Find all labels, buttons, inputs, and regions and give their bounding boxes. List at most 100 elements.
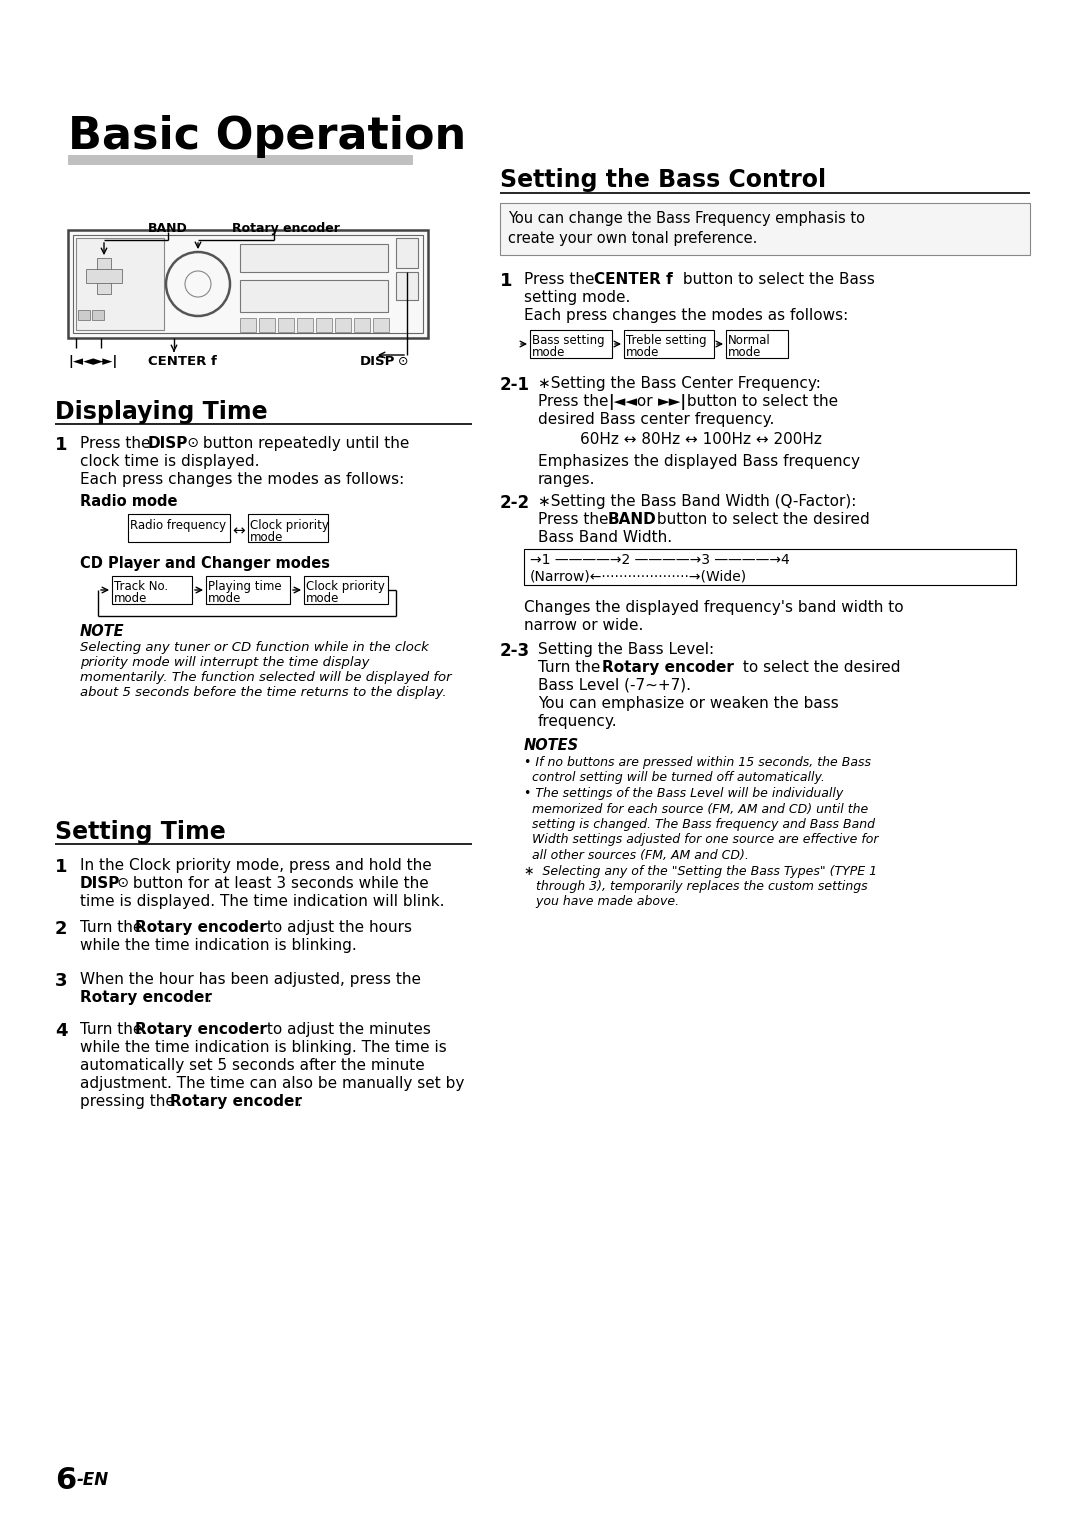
Bar <box>97 258 111 293</box>
Text: • If no buttons are pressed within 15 seconds, the Bass: • If no buttons are pressed within 15 se… <box>524 756 870 769</box>
Text: setting mode.: setting mode. <box>524 290 631 306</box>
Text: Clock priority: Clock priority <box>249 520 329 532</box>
Bar <box>68 231 428 338</box>
Text: priority mode will interrupt the time display: priority mode will interrupt the time di… <box>80 656 369 669</box>
Text: to adjust the hours: to adjust the hours <box>262 920 411 935</box>
Text: DISP: DISP <box>360 354 395 368</box>
Text: button repeatedly until the: button repeatedly until the <box>198 435 409 451</box>
Text: 1: 1 <box>55 859 67 876</box>
Text: mode: mode <box>249 532 283 544</box>
Text: setting is changed. The Bass frequency and Bass Band: setting is changed. The Bass frequency a… <box>524 817 875 831</box>
Text: →1 ————→2 ————→3 ————→4: →1 ————→2 ————→3 ————→4 <box>530 553 789 567</box>
Text: to adjust the minutes: to adjust the minutes <box>262 1022 431 1038</box>
Bar <box>316 318 332 332</box>
Bar <box>73 235 423 333</box>
Bar <box>396 238 418 267</box>
Text: mode: mode <box>532 345 565 359</box>
Bar <box>524 549 1016 585</box>
Text: Radio frequency: Radio frequency <box>130 520 226 532</box>
Bar <box>335 318 351 332</box>
Bar <box>240 280 388 312</box>
Text: Bass setting: Bass setting <box>532 335 605 347</box>
Bar <box>530 330 612 358</box>
Text: Turn the: Turn the <box>80 920 147 935</box>
Text: Track No.: Track No. <box>114 581 168 593</box>
Text: • The settings of the Bass Level will be individually: • The settings of the Bass Level will be… <box>524 787 843 801</box>
Bar <box>240 318 256 332</box>
Bar <box>76 238 164 330</box>
Bar <box>92 310 104 319</box>
Bar <box>78 310 90 319</box>
Text: Selecting any tuner or CD function while in the clock: Selecting any tuner or CD function while… <box>80 642 429 654</box>
Text: 6: 6 <box>55 1465 77 1494</box>
Bar <box>259 318 275 332</box>
Text: mode: mode <box>114 591 147 605</box>
Text: while the time indication is blinking.: while the time indication is blinking. <box>80 938 356 953</box>
Text: all other sources (FM, AM and CD).: all other sources (FM, AM and CD). <box>524 850 748 862</box>
Text: BAND: BAND <box>608 512 657 527</box>
Text: Rotary encoder: Rotary encoder <box>80 990 212 1005</box>
Text: 1: 1 <box>55 435 67 454</box>
Text: adjustment. The time can also be manually set by: adjustment. The time can also be manuall… <box>80 1076 464 1091</box>
Bar <box>206 576 291 604</box>
Text: or: or <box>632 394 658 410</box>
Text: BAND: BAND <box>148 222 188 235</box>
Text: button to select the Bass: button to select the Bass <box>678 272 875 287</box>
Bar <box>112 576 192 604</box>
Text: 3: 3 <box>55 972 67 990</box>
Text: Rotary encoder: Rotary encoder <box>135 920 267 935</box>
Text: Displaying Time: Displaying Time <box>55 400 268 423</box>
Text: desired Bass center frequency.: desired Bass center frequency. <box>538 413 774 426</box>
Text: 2: 2 <box>55 920 67 938</box>
Text: Press the: Press the <box>538 394 613 410</box>
Text: mode: mode <box>626 345 660 359</box>
Text: Setting the Bass Control: Setting the Bass Control <box>500 168 826 193</box>
Text: ⊙: ⊙ <box>113 876 129 889</box>
Text: |◄◄: |◄◄ <box>68 354 93 368</box>
Text: mode: mode <box>306 591 339 605</box>
Text: .: . <box>206 990 211 1005</box>
Text: ⊙: ⊙ <box>183 435 199 451</box>
Text: NOTES: NOTES <box>524 738 579 753</box>
Text: about 5 seconds before the time returns to the display.: about 5 seconds before the time returns … <box>80 686 447 698</box>
Text: (Narrow)←····················→(Wide): (Narrow)←····················→(Wide) <box>530 568 747 584</box>
Bar <box>248 513 328 542</box>
Text: you have made above.: you have made above. <box>524 895 679 909</box>
Bar <box>278 318 294 332</box>
Text: NOTE: NOTE <box>80 623 124 639</box>
Text: ►►|: ►►| <box>658 394 687 410</box>
Text: Playing time: Playing time <box>208 581 282 593</box>
Bar <box>624 330 714 358</box>
Text: Turn the: Turn the <box>80 1022 147 1038</box>
Text: When the hour has been adjusted, press the: When the hour has been adjusted, press t… <box>80 972 421 987</box>
Text: Each press changes the modes as follows:: Each press changes the modes as follows: <box>80 472 404 487</box>
Text: You can change the Bass Frequency emphasis to: You can change the Bass Frequency emphas… <box>508 211 865 226</box>
Text: Clock priority: Clock priority <box>306 581 384 593</box>
Text: You can emphasize or weaken the bass: You can emphasize or weaken the bass <box>538 695 839 711</box>
Text: Radio mode: Radio mode <box>80 494 177 509</box>
Text: ∗Setting the Bass Band Width (Q-Factor):: ∗Setting the Bass Band Width (Q-Factor): <box>538 494 856 509</box>
Text: Press the: Press the <box>524 272 599 287</box>
Text: 2-1: 2-1 <box>500 376 530 394</box>
Text: Treble setting: Treble setting <box>626 335 706 347</box>
Text: through 3), temporarily replaces the custom settings: through 3), temporarily replaces the cus… <box>524 880 867 892</box>
Text: Each press changes the modes as follows:: Each press changes the modes as follows: <box>524 309 848 322</box>
Text: 1: 1 <box>500 272 513 290</box>
Bar <box>396 272 418 299</box>
Text: pressing the: pressing the <box>80 1094 179 1109</box>
Text: 60Hz ↔ 80Hz ↔ 100Hz ↔ 200Hz: 60Hz ↔ 80Hz ↔ 100Hz ↔ 200Hz <box>580 432 822 448</box>
Text: Rotary encoder: Rotary encoder <box>135 1022 267 1038</box>
Text: create your own tonal preference.: create your own tonal preference. <box>508 231 757 246</box>
Text: Rotary encoder: Rotary encoder <box>602 660 734 675</box>
Bar <box>500 203 1030 255</box>
Text: button to select the desired: button to select the desired <box>652 512 869 527</box>
Text: Press the: Press the <box>538 512 613 527</box>
Text: CENTER f: CENTER f <box>594 272 673 287</box>
Bar <box>68 154 413 165</box>
Text: ∗Setting the Bass Center Frequency:: ∗Setting the Bass Center Frequency: <box>538 376 821 391</box>
Bar <box>354 318 370 332</box>
Text: 2-3: 2-3 <box>500 642 530 660</box>
Text: Rotary encoder: Rotary encoder <box>170 1094 302 1109</box>
Text: Basic Operation: Basic Operation <box>68 115 467 157</box>
Text: ⊙: ⊙ <box>399 354 408 368</box>
